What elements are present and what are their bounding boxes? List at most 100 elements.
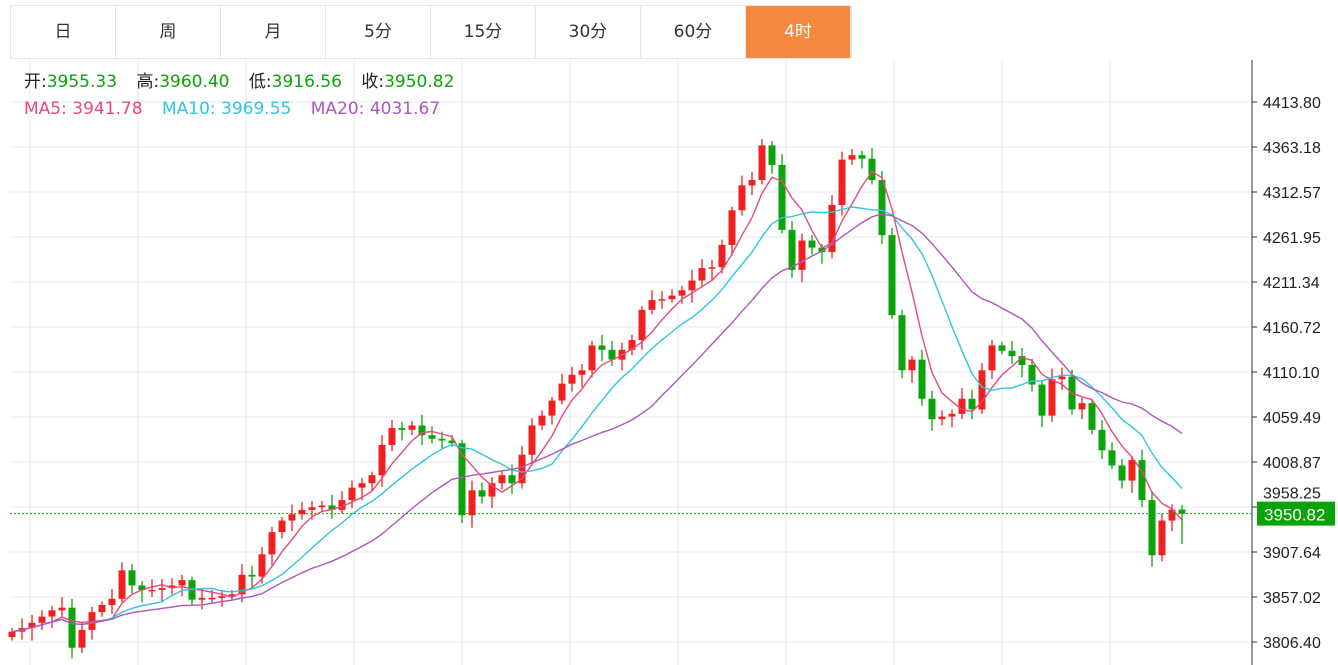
candle-body bbox=[1038, 384, 1046, 416]
candle-body bbox=[1168, 509, 1176, 521]
candle-body bbox=[1018, 356, 1026, 365]
candle-body bbox=[348, 487, 356, 501]
candle-body bbox=[668, 295, 676, 300]
y-tick-label: 4110.10 bbox=[1263, 365, 1320, 382]
ohlc-readout: 开:3955.33 高:3960.40 低:3916.56 收:3950.82 bbox=[24, 71, 468, 93]
y-tick-label: 4261.95 bbox=[1263, 230, 1321, 247]
candle-body bbox=[728, 210, 736, 245]
candle-body bbox=[1098, 429, 1106, 451]
ma5-line bbox=[11, 170, 1183, 633]
candle-body bbox=[1048, 379, 1056, 416]
candle-body bbox=[868, 158, 876, 181]
candle-body bbox=[1078, 403, 1086, 410]
candle-body bbox=[1118, 465, 1126, 481]
candle-body bbox=[558, 383, 566, 401]
last-price-badge bbox=[1257, 501, 1335, 526]
candle-body bbox=[968, 398, 976, 410]
candle-body bbox=[1088, 403, 1096, 430]
candle-body bbox=[808, 240, 816, 248]
candle-body bbox=[308, 507, 316, 510]
low-value: 3916.56 bbox=[271, 72, 342, 92]
candle-body bbox=[458, 443, 466, 516]
open-value: 3955.33 bbox=[46, 72, 118, 92]
candle-body bbox=[918, 359, 926, 399]
candle-body bbox=[678, 290, 686, 296]
candle-body bbox=[1138, 460, 1146, 501]
ma10-value: 3969.55 bbox=[221, 99, 292, 119]
period-tabs: 日 周 月 5分 15分 30分 60分 4时 bbox=[10, 5, 852, 59]
candle-body bbox=[628, 340, 636, 350]
candle-body bbox=[158, 588, 166, 590]
tab-30min[interactable]: 30分 bbox=[536, 6, 641, 58]
close-value: 3950.82 bbox=[384, 72, 455, 92]
tab-4hour[interactable]: 4时 bbox=[746, 6, 851, 58]
candle-body bbox=[218, 596, 226, 598]
candle-body bbox=[138, 585, 146, 590]
ma10-line bbox=[11, 206, 1183, 633]
candle-body bbox=[388, 428, 396, 445]
candle-body bbox=[198, 597, 206, 600]
candle-body bbox=[418, 425, 426, 436]
candle-body bbox=[368, 475, 376, 484]
tab-60min[interactable]: 60分 bbox=[641, 6, 746, 58]
candle-body bbox=[698, 268, 706, 281]
candle-body bbox=[68, 607, 76, 648]
candle-body bbox=[788, 229, 796, 270]
candle-body bbox=[748, 180, 756, 186]
candle-body bbox=[988, 345, 996, 371]
candle-body bbox=[238, 574, 246, 595]
candle-body bbox=[358, 483, 366, 488]
candle-body bbox=[1028, 364, 1036, 385]
candle-body bbox=[568, 374, 576, 384]
tab-15min[interactable]: 15分 bbox=[431, 6, 536, 58]
candle-body bbox=[1178, 509, 1186, 514]
candle-body bbox=[1148, 500, 1156, 556]
candle-body bbox=[778, 164, 786, 230]
y-tick-label: 3857.02 bbox=[1263, 590, 1321, 607]
candle-body bbox=[168, 585, 176, 589]
candle-body bbox=[298, 509, 306, 515]
candle-body bbox=[448, 440, 456, 444]
last-price-label: 3950.82 bbox=[1264, 506, 1325, 525]
candle-body bbox=[28, 622, 36, 629]
candle-body bbox=[658, 299, 666, 301]
tab-5min[interactable]: 5分 bbox=[326, 6, 431, 58]
candle-body bbox=[438, 438, 446, 441]
candle-body bbox=[978, 370, 986, 410]
ma20-value: 4031.67 bbox=[369, 99, 441, 119]
candle-body bbox=[248, 574, 256, 577]
candle-body bbox=[148, 589, 156, 592]
candle-body bbox=[708, 267, 716, 269]
candle-body bbox=[128, 570, 136, 586]
candle-body bbox=[588, 345, 596, 371]
candle-body bbox=[278, 520, 286, 533]
y-tick-label: 3907.64 bbox=[1263, 545, 1321, 562]
candle-body bbox=[398, 428, 406, 430]
ma5-value: 3941.78 bbox=[72, 99, 143, 119]
candle-body bbox=[798, 240, 806, 270]
candle-body bbox=[288, 514, 296, 521]
candle-body bbox=[548, 400, 556, 416]
candle-body bbox=[428, 435, 436, 439]
candle-body bbox=[608, 349, 616, 360]
tab-week[interactable]: 周 bbox=[116, 6, 221, 58]
y-tick-label: 4413.80 bbox=[1263, 95, 1321, 112]
candle-body bbox=[468, 490, 476, 516]
candle-body bbox=[768, 145, 776, 165]
candle-body bbox=[8, 631, 16, 638]
candle-body bbox=[528, 425, 536, 455]
candle-body bbox=[838, 159, 846, 205]
open-label: 开: bbox=[24, 72, 47, 92]
candle-body bbox=[1158, 520, 1166, 556]
candle-body bbox=[878, 180, 886, 236]
candle-body bbox=[1058, 376, 1066, 380]
ma20-label: MA20: bbox=[310, 99, 365, 119]
candle-body bbox=[58, 607, 66, 611]
candle-body bbox=[228, 594, 236, 597]
tab-day[interactable]: 日 bbox=[11, 6, 116, 58]
candle-body bbox=[48, 610, 56, 617]
candle-body bbox=[378, 444, 386, 476]
ma20-line bbox=[11, 213, 1183, 633]
tab-month[interactable]: 月 bbox=[221, 6, 326, 58]
